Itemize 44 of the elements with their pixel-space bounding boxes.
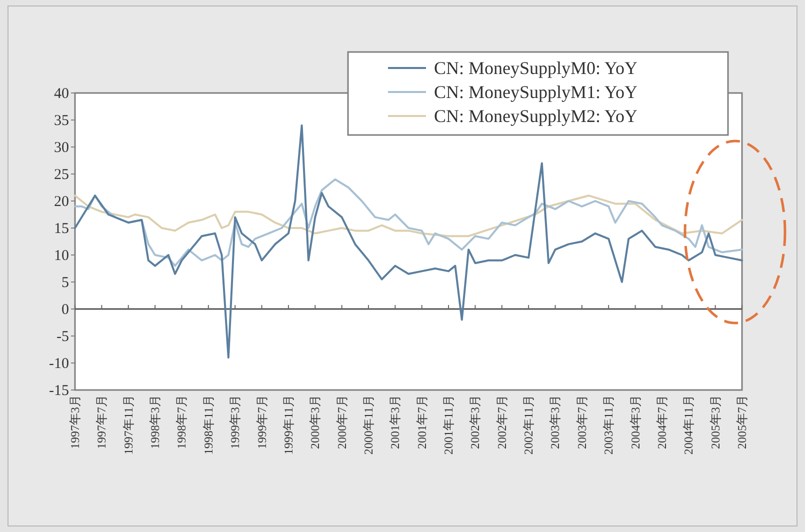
y-tick-label: 5 [62, 275, 69, 291]
x-tick-label: 2002年3月 [468, 395, 482, 449]
y-tick-label: 15 [54, 221, 69, 237]
x-tick-label: 1998年3月 [148, 395, 162, 449]
x-tick-label: 2001年7月 [414, 395, 429, 449]
line-series [74, 194, 743, 238]
x-tick-label: 2004年3月 [628, 395, 642, 449]
y-tick-label: -10 [49, 356, 69, 372]
x-tick-label: 1997年7月 [94, 395, 109, 449]
legend-label: CN: MoneySupplyM1: YoY [434, 82, 638, 102]
x-tick-label: 2004年7月 [654, 395, 669, 449]
line-series [74, 124, 743, 359]
x-tick-label: 1998年7月 [174, 395, 189, 449]
y-tick-label: 30 [54, 140, 69, 156]
x-tick-label: 2002年7月 [494, 395, 509, 449]
x-tick-label: 2005年3月 [708, 395, 722, 449]
x-tick-label: 2004年11月 [682, 395, 696, 455]
y-tick-label: 40 [54, 86, 69, 102]
line-series [74, 178, 743, 267]
x-tick-label: 2003年11月 [602, 395, 616, 455]
y-tick-label: -5 [56, 329, 69, 345]
x-tick-label: 1997年3月 [68, 395, 82, 449]
x-tick-label: 2001年3月 [388, 395, 402, 449]
x-tick-label: 2002年11月 [522, 395, 536, 455]
y-tick-label: 10 [54, 248, 69, 264]
y-tick-label: 20 [54, 194, 69, 210]
x-tick-label: 2000年7月 [334, 395, 349, 449]
x-tick-label: 1998年11月 [201, 395, 216, 455]
x-tick-label: 1997年11月 [121, 395, 136, 455]
y-tick-label: 35 [54, 113, 69, 129]
x-tick-label: 2003年3月 [548, 395, 562, 449]
x-tick-label: 1999年3月 [228, 395, 242, 449]
y-tick-label: -15 [49, 383, 69, 399]
y-tick-label: 0 [62, 302, 69, 318]
x-tick-label: 2005年7月 [735, 395, 749, 449]
y-tick-label: 25 [54, 167, 69, 183]
x-tick-label: 2003年7月 [574, 395, 589, 449]
legend-label: CN: MoneySupplyM2: YoY [434, 106, 638, 126]
x-tick-label: 2001年11月 [442, 395, 456, 455]
x-tick-label: 1999年7月 [254, 395, 269, 449]
legend-label: CN: MoneySupplyM0: YoY [434, 58, 638, 78]
x-tick-label: 1999年11月 [281, 395, 296, 455]
x-tick-label: 2000年11月 [361, 395, 376, 455]
x-tick-label: 2000年3月 [308, 395, 322, 449]
